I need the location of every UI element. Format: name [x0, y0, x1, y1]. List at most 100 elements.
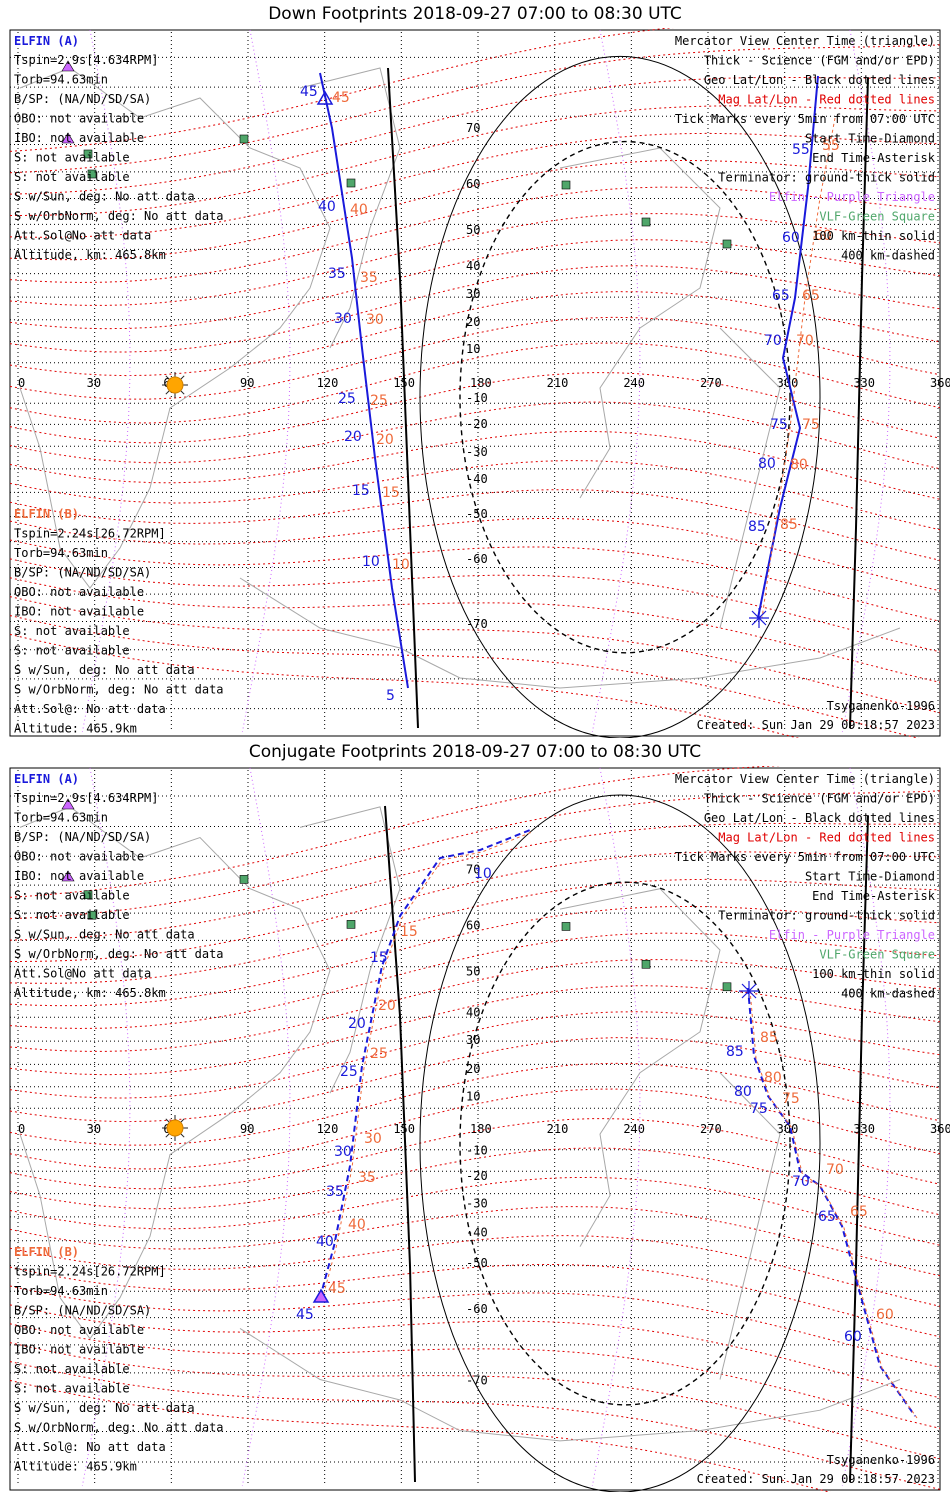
track-b-time-label: 65 [850, 1204, 868, 1220]
lat-label: -70 [466, 617, 488, 631]
track-b-time-label: 70 [796, 333, 814, 349]
mag-lat-line [9, 76, 941, 195]
mag-lat-line [9, 430, 941, 500]
track-a-time-label: 15 [370, 950, 388, 966]
lat-label: -50 [466, 1256, 488, 1270]
lat-label: 10 [466, 1089, 480, 1103]
elfin-b-track [761, 117, 836, 619]
model-label: Tsyganenko-1996 [827, 699, 935, 713]
coastline [19, 67, 331, 589]
lat-label: -60 [466, 552, 488, 566]
mag-lat-line [9, 1088, 941, 1170]
track-b-time-label: 20 [378, 998, 396, 1014]
mag-lat-line [9, 489, 941, 561]
track-b-time-label: 55 [822, 138, 840, 154]
elfin-b-track [749, 989, 918, 1419]
lon-tick-label: 330 [853, 376, 875, 390]
mag-lat-line [9, 959, 941, 1052]
info-line-a: IBO: not available [14, 131, 144, 145]
info-line-b: B/SP: (NA/ND/SD/SA) [14, 565, 151, 579]
track-a-time-label: 20 [348, 1016, 366, 1032]
legend-line: Start Time-Diamond [805, 132, 935, 146]
lon-tick-label: 240 [623, 1122, 645, 1136]
elfin-a-label: ELFIN (A) [14, 772, 79, 786]
track-a-time-label: 40 [316, 1234, 334, 1250]
model-label: Tsyganenko-1996 [827, 1453, 935, 1467]
panel2-map: 0306090120150180210240270300330360706050… [9, 766, 950, 1492]
legend-line: VLF-Green Square [819, 948, 935, 962]
legend-line: Tick Marks every 5min from 07:00 UTC [675, 850, 935, 864]
lat-label: 50 [466, 223, 480, 237]
vlf-station-marker [641, 217, 651, 227]
track-b-time-label: 25 [370, 393, 388, 409]
end-time-asterisk [749, 608, 769, 628]
coastline [299, 67, 401, 349]
coastline [559, 888, 721, 1247]
lon-tick-label: 330 [853, 1122, 875, 1136]
mag-lat-line [9, 1062, 941, 1146]
mag-lat-line [9, 851, 941, 962]
sun-ray [180, 390, 185, 395]
info-line-b: S: not available [14, 1382, 130, 1396]
lat-label: 20 [466, 315, 480, 329]
track-a-time-label: 45 [300, 84, 318, 100]
legend-line: Mercator View Center Time (triangle) [675, 34, 935, 48]
track-b-time-label: 40 [350, 202, 368, 218]
coastline [239, 577, 901, 689]
legend-line: 100 km-thin solid [812, 229, 935, 243]
lon-tick-label: 120 [317, 376, 339, 390]
vlf-station-marker [722, 239, 732, 249]
elfin-a-label: ELFIN (A) [14, 34, 79, 48]
track-a-time-label: 80 [734, 1084, 752, 1100]
mag-lat-line [9, 517, 941, 592]
info-line-b: S: not available [14, 1362, 130, 1376]
lat-label: 50 [466, 965, 480, 979]
sun-ray [180, 375, 185, 380]
vlf-station-marker [87, 910, 97, 920]
info-line-b: Altitude: 465.9km [14, 1460, 137, 1474]
track-a-time-label: 75 [750, 1101, 768, 1117]
mag-lat-line [9, 878, 941, 984]
track-b-time-label: 40 [348, 1217, 366, 1233]
legend-line: End Time-Asterisk [812, 889, 936, 903]
legend-line: 400 km-dashed [841, 249, 935, 263]
lon-tick-label: 360 [930, 1122, 950, 1136]
vlf-station-marker [239, 134, 249, 144]
track-b-time-label: 45 [332, 90, 350, 106]
lon-tick-label: 210 [547, 376, 569, 390]
track-b-time-label: 85 [780, 517, 798, 533]
info-line-a: OBO: not available [14, 850, 144, 864]
elfin-b-label: ELFIN (B) [14, 1245, 79, 1259]
lat-label: 70 [466, 121, 480, 135]
info-line-a: S: not available [14, 889, 130, 903]
mag-lat-line [9, 28, 674, 152]
track-a-time-label: 10 [474, 866, 492, 882]
track-b-time-label: 10 [392, 557, 410, 573]
track-b-time-label: 25 [370, 1046, 388, 1062]
info-line-b: B/SP: (NA/ND/SD/SA) [14, 1304, 151, 1318]
track-a-time-label: 30 [334, 1144, 352, 1160]
legend-line: VLF-Green Square [819, 210, 935, 224]
lat-label: 40 [466, 259, 480, 273]
info-line-a: S: not available [14, 151, 130, 165]
panel1-map: 0306090120150180210240270300330360706050… [9, 28, 950, 738]
mag-lat-line [9, 1037, 941, 1123]
track-b-time-label: 80 [790, 457, 808, 473]
mag-lat-line [9, 539, 941, 622]
mag-lat-line [9, 186, 941, 283]
vlf-station-marker [83, 890, 93, 900]
legend-line: Thick - Science (FGM and/or EPD) [704, 54, 935, 68]
track-b-time-label: 30 [366, 312, 384, 328]
legend-line: Terminator: ground-thick solid [718, 909, 935, 923]
map-frame [9, 29, 941, 737]
info-line-a: Att.Sol@No att data [14, 229, 151, 243]
elfin-purple-triangle [61, 60, 75, 72]
legend-line: Mag Lat/Lon - Red dotted lines [718, 93, 935, 107]
info-line-a: S w/OrbNorm, deg: No att data [14, 947, 224, 961]
elfin-a-track [319, 829, 531, 1299]
info-line-b: IBO: not available [14, 1343, 144, 1357]
mag-lat-line [9, 932, 941, 1029]
terminator-line [849, 815, 869, 1483]
vlf-station-marker [346, 920, 356, 929]
mag-lat-line [9, 372, 941, 444]
